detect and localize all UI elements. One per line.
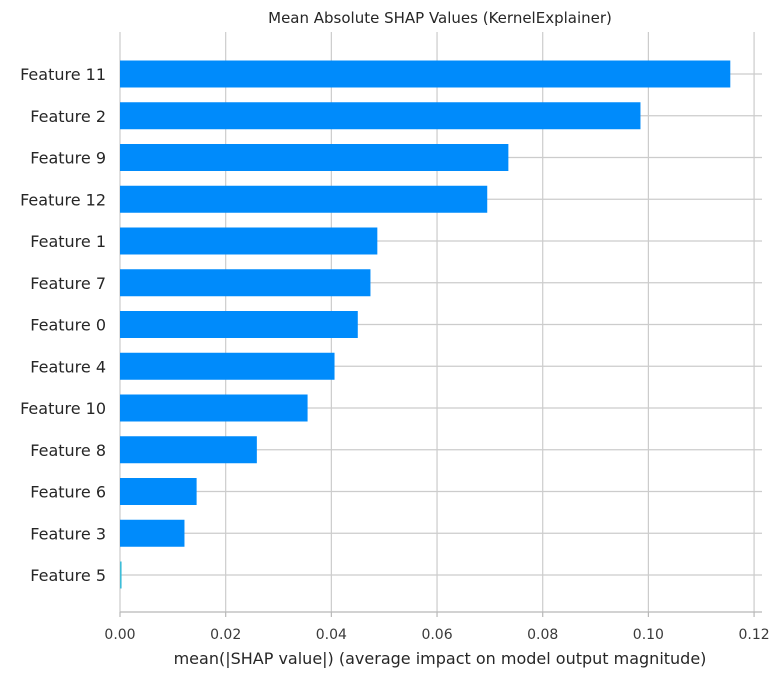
bar (120, 478, 197, 505)
bars-layer (120, 60, 731, 589)
chart-title: Mean Absolute SHAP Values (KernelExplain… (268, 9, 612, 27)
y-tick-label: Feature 10 (20, 399, 106, 418)
x-tick-label: 0.00 (104, 627, 135, 643)
x-tick-label: 0.12 (738, 627, 769, 643)
y-tick-label: Feature 6 (30, 483, 106, 502)
x-tick-label: 0.04 (316, 627, 347, 643)
x-axis-label: mean(|SHAP value|) (average impact on mo… (174, 649, 707, 668)
bar (120, 436, 257, 464)
y-tick-label: Feature 4 (30, 357, 106, 376)
bar (120, 394, 308, 422)
bar (120, 311, 358, 338)
bar (120, 227, 378, 255)
y-tick-label: Feature 5 (30, 566, 106, 585)
bar (120, 352, 335, 380)
x-tick-label: 0.10 (633, 627, 664, 643)
x-tick-label: 0.02 (210, 627, 241, 643)
y-tick-label: Feature 2 (30, 107, 106, 126)
y-tick-label: Feature 9 (30, 149, 106, 168)
y-tick-labels: Feature 11 Feature 2 Feature 9 Feature 12 Fe… (20, 65, 106, 585)
y-tick-label: Feature 0 (30, 316, 106, 335)
bar (120, 102, 641, 130)
y-tick-label: Feature 7 (30, 274, 106, 293)
x-tick-label: 0.08 (527, 627, 558, 643)
bar (120, 144, 509, 171)
y-tick-label: Feature 8 (30, 441, 106, 460)
x-tick-label: 0.06 (421, 627, 452, 643)
y-tick-label: Feature 1 (30, 232, 106, 251)
x-axis: 0.00 0.02 0.04 0.06 0.08 0.10 0.12 (104, 611, 770, 643)
y-tick-label: Feature 11 (20, 65, 106, 84)
bar (120, 269, 371, 297)
y-tick-label: Feature 12 (20, 190, 106, 209)
bar (120, 561, 122, 589)
bar (120, 185, 488, 213)
bar (120, 519, 185, 547)
y-tick-label: Feature 3 (30, 524, 106, 543)
bar (120, 60, 731, 88)
